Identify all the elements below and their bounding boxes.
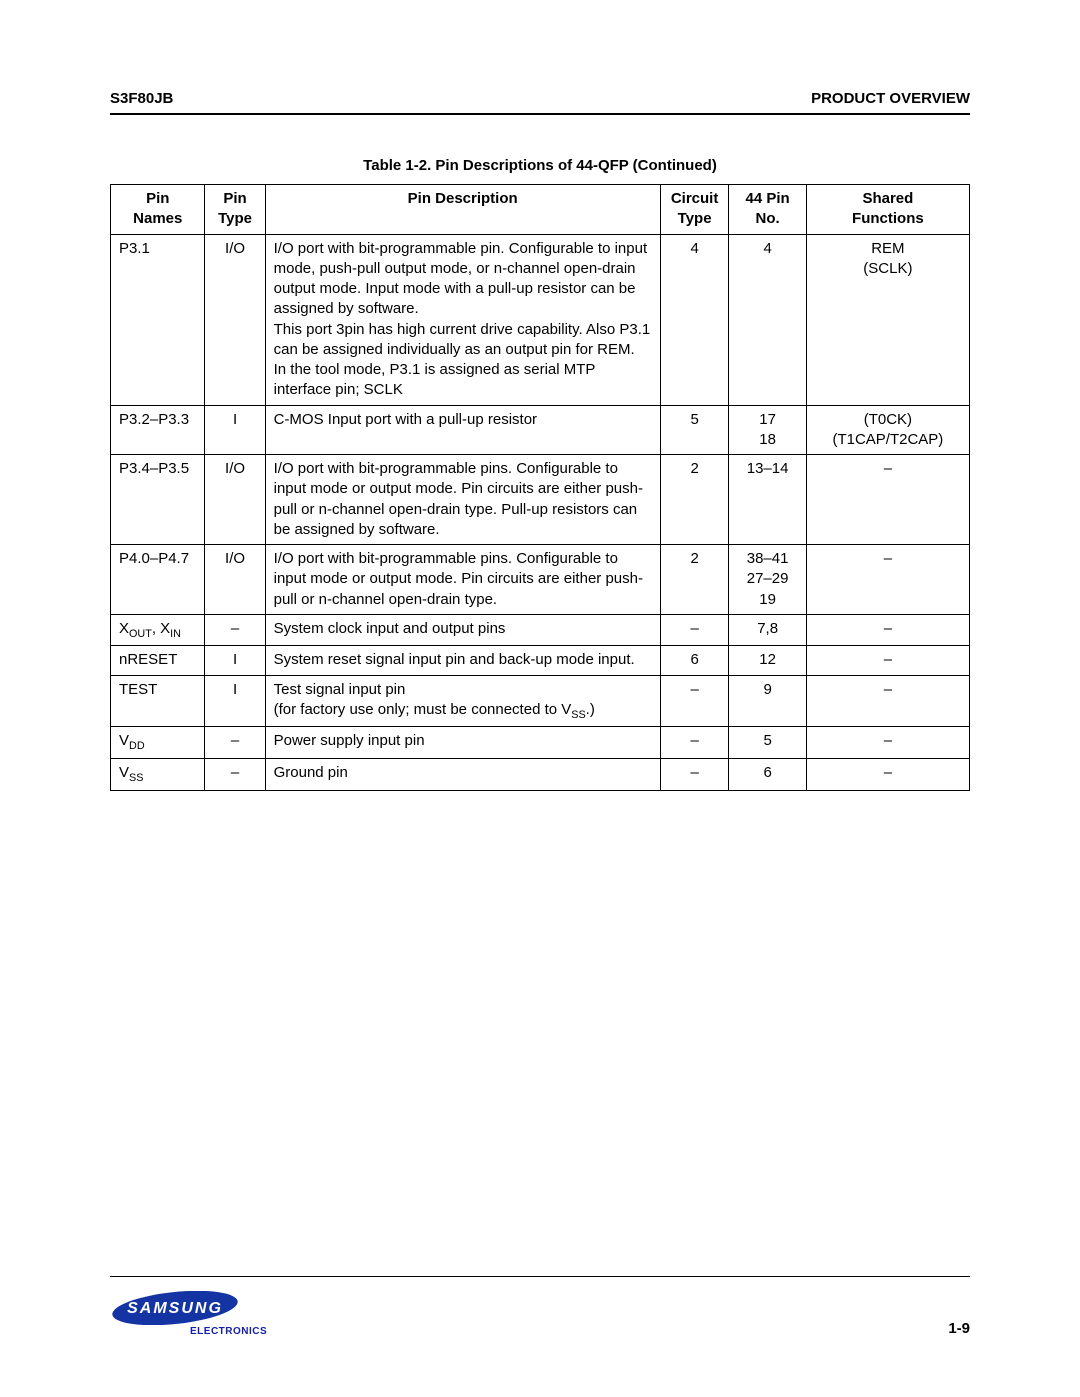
column-header: SharedFunctions <box>806 185 969 235</box>
table-cell: TEST <box>111 675 205 727</box>
table-row: P4.0–P4.7I/OI/O port with bit-programmab… <box>111 545 970 615</box>
table-row: VDD–Power supply input pin–5– <box>111 727 970 759</box>
table-row: P3.4–P3.5I/OI/O port with bit-programmab… <box>111 455 970 545</box>
table-cell: 38–4127–2919 <box>729 545 806 615</box>
electronics-label: ELECTRONICS <box>190 1327 267 1337</box>
logo-block: SAMSUNG ELECTRONICS <box>110 1291 267 1337</box>
column-header: CircuitType <box>660 185 729 235</box>
table-row: TESTITest signal input pin(for factory u… <box>111 675 970 727</box>
svg-text:SAMSUNG: SAMSUNG <box>127 1300 223 1317</box>
table-cell: Power supply input pin <box>265 727 660 759</box>
table-cell: – <box>205 758 265 790</box>
table-row: XOUT, XIN–System clock input and output … <box>111 614 970 646</box>
table-row: nRESETISystem reset signal input pin and… <box>111 646 970 675</box>
table-cell: VDD <box>111 727 205 759</box>
table-cell: – <box>806 646 969 675</box>
table-cell: – <box>806 455 969 545</box>
table-cell: I/O port with bit-programmable pin. Conf… <box>265 234 660 405</box>
table-cell: VSS <box>111 758 205 790</box>
table-cell: – <box>660 758 729 790</box>
table-cell: I <box>205 675 265 727</box>
column-header: Pin Description <box>265 185 660 235</box>
table-row: VSS–Ground pin–6– <box>111 758 970 790</box>
table-cell: 1718 <box>729 405 806 455</box>
table-cell: P3.2–P3.3 <box>111 405 205 455</box>
header-left: S3F80JB <box>110 90 173 107</box>
column-header: PinType <box>205 185 265 235</box>
table-cell: REM(SCLK) <box>806 234 969 405</box>
table-cell: (T0CK)(T1CAP/T2CAP) <box>806 405 969 455</box>
column-header: 44 PinNo. <box>729 185 806 235</box>
table-cell: I/O port with bit-programmable pins. Con… <box>265 455 660 545</box>
table-cell: – <box>806 545 969 615</box>
table-cell: P4.0–P4.7 <box>111 545 205 615</box>
table-cell: nRESET <box>111 646 205 675</box>
page-footer: SAMSUNG ELECTRONICS 1-9 <box>110 1276 970 1337</box>
table-cell: I/O port with bit-programmable pins. Con… <box>265 545 660 615</box>
table-cell: – <box>806 758 969 790</box>
table-cell: 2 <box>660 545 729 615</box>
table-cell: 9 <box>729 675 806 727</box>
header-right: PRODUCT OVERVIEW <box>811 90 970 107</box>
pin-descriptions-table: PinNamesPinTypePin DescriptionCircuitTyp… <box>110 184 970 791</box>
page-number: 1-9 <box>948 1320 970 1337</box>
table-cell: – <box>806 675 969 727</box>
table-cell: – <box>205 614 265 646</box>
table-cell: 4 <box>660 234 729 405</box>
samsung-logo-icon: SAMSUNG <box>110 1291 240 1325</box>
table-cell: P3.4–P3.5 <box>111 455 205 545</box>
table-cell: 4 <box>729 234 806 405</box>
table-head: PinNamesPinTypePin DescriptionCircuitTyp… <box>111 185 970 235</box>
table-body: P3.1I/OI/O port with bit-programmable pi… <box>111 234 970 790</box>
table-cell: C-MOS Input port with a pull-up resistor <box>265 405 660 455</box>
table-cell: – <box>806 614 969 646</box>
table-cell: 2 <box>660 455 729 545</box>
spacer <box>110 791 970 1277</box>
table-cell: 12 <box>729 646 806 675</box>
table-cell: 6 <box>660 646 729 675</box>
table-cell: 5 <box>660 405 729 455</box>
table-cell: System reset signal input pin and back-u… <box>265 646 660 675</box>
table-cell: Test signal input pin(for factory use on… <box>265 675 660 727</box>
table-row: P3.2–P3.3IC-MOS Input port with a pull-u… <box>111 405 970 455</box>
table-cell: 6 <box>729 758 806 790</box>
table-cell: – <box>660 675 729 727</box>
table-cell: I/O <box>205 455 265 545</box>
table-cell: I/O <box>205 545 265 615</box>
table-cell: XOUT, XIN <box>111 614 205 646</box>
table-cell: 5 <box>729 727 806 759</box>
table-cell: 7,8 <box>729 614 806 646</box>
table-cell: 13–14 <box>729 455 806 545</box>
table-cell: Ground pin <box>265 758 660 790</box>
table-cell: I/O <box>205 234 265 405</box>
table-cell: I <box>205 646 265 675</box>
table-cell: – <box>660 614 729 646</box>
table-caption: Table 1-2. Pin Descriptions of 44-QFP (C… <box>110 157 970 174</box>
table-cell: I <box>205 405 265 455</box>
table-cell: – <box>660 727 729 759</box>
page-header: S3F80JB PRODUCT OVERVIEW <box>110 90 970 115</box>
table-cell: System clock input and output pins <box>265 614 660 646</box>
page-root: S3F80JB PRODUCT OVERVIEW Table 1-2. Pin … <box>0 0 1080 1397</box>
column-header: PinNames <box>111 185 205 235</box>
table-cell: P3.1 <box>111 234 205 405</box>
table-cell: – <box>806 727 969 759</box>
table-cell: – <box>205 727 265 759</box>
table-row: P3.1I/OI/O port with bit-programmable pi… <box>111 234 970 405</box>
